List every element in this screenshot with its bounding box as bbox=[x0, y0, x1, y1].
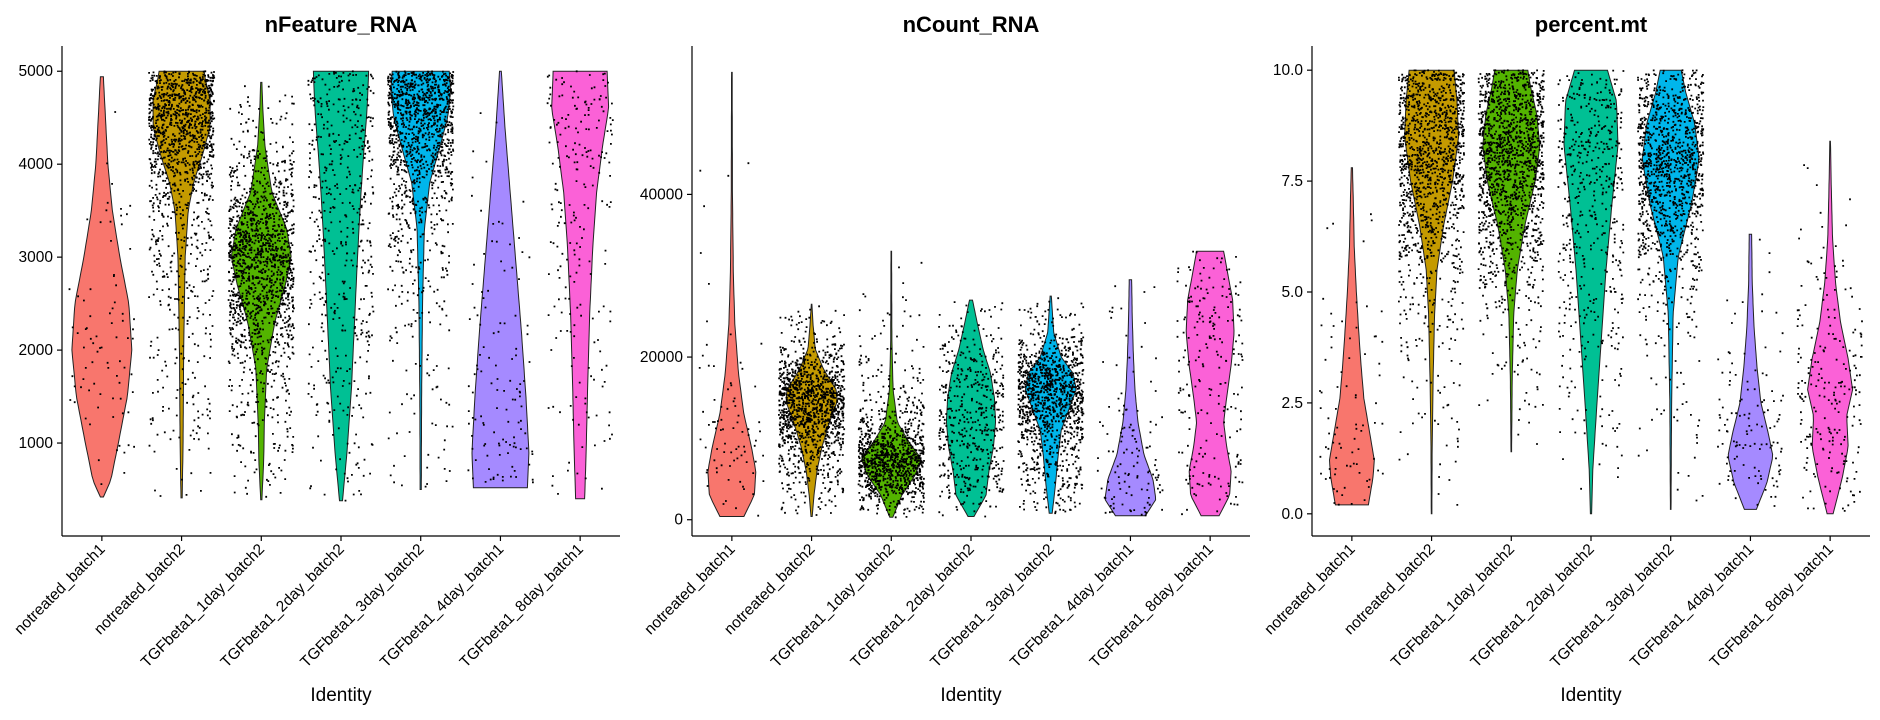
violin-TGFbeta1_8day_batch1 bbox=[1185, 250, 1235, 517]
points-notreated_batch2 bbox=[148, 70, 216, 497]
violin-notreated_batch1 bbox=[707, 71, 757, 517]
violin-notreated_batch2 bbox=[785, 303, 838, 517]
points-TGFbeta1_2day_batch2 bbox=[307, 70, 375, 502]
panel-title: nFeature_RNA bbox=[265, 12, 418, 37]
points-TGFbeta1_4day_batch1 bbox=[1717, 238, 1784, 507]
violins bbox=[707, 71, 1235, 518]
y-tick-label: 0 bbox=[674, 512, 683, 529]
violins bbox=[1328, 69, 1854, 515]
points-TGFbeta1_1day_batch2 bbox=[227, 85, 295, 498]
violin-TGFbeta1_8day_batch1 bbox=[551, 70, 610, 500]
violin-notreated_batch2 bbox=[1404, 69, 1460, 515]
violin-TGFbeta1_3day_batch2 bbox=[390, 70, 452, 490]
panel-2: nCount_RNA02000040000notreated_batch1not… bbox=[640, 12, 1250, 706]
y-tick-label: 0.0 bbox=[1281, 506, 1303, 523]
x-axis-label: Identity bbox=[310, 685, 372, 706]
jitter-points bbox=[698, 162, 1244, 519]
violin-notreated_batch1 bbox=[71, 76, 133, 498]
violin-TGFbeta1_2day_batch2 bbox=[946, 299, 996, 517]
violin-TGFbeta1_2day_batch2 bbox=[1563, 69, 1619, 515]
y-tick-label: 20000 bbox=[640, 349, 683, 366]
y-tick-label: 2.5 bbox=[1281, 395, 1303, 412]
points-notreated_batch2 bbox=[778, 305, 846, 516]
y-tick-label: 5.0 bbox=[1281, 284, 1303, 301]
y-tick-label: 1000 bbox=[19, 435, 54, 452]
y-tick-label: 4000 bbox=[19, 156, 54, 173]
violin-TGFbeta1_3day_batch2 bbox=[1024, 295, 1077, 514]
points-TGFbeta1_3day_batch2 bbox=[1017, 297, 1085, 515]
points-TGFbeta1_3day_batch2 bbox=[387, 70, 455, 488]
y-tick-label: 3000 bbox=[19, 249, 54, 266]
points-notreated_batch2 bbox=[1398, 69, 1465, 506]
points-notreated_batch1 bbox=[698, 162, 765, 517]
violin-TGFbeta1_2day_batch2 bbox=[312, 70, 370, 502]
x-axis-label: Identity bbox=[940, 685, 1002, 706]
y-tick-label: 10.0 bbox=[1273, 62, 1304, 79]
y-tick-label: 40000 bbox=[640, 186, 683, 203]
violin-TGFbeta1_1day_batch2 bbox=[230, 81, 292, 501]
panel-title: nCount_RNA bbox=[903, 12, 1040, 37]
violin-notreated_batch1 bbox=[1328, 167, 1375, 506]
y-tick-label: 2000 bbox=[19, 342, 54, 359]
violins bbox=[71, 70, 610, 502]
x-axis-label: Identity bbox=[1560, 685, 1622, 706]
points-TGFbeta1_1day_batch2 bbox=[1477, 69, 1545, 445]
points-TGFbeta1_2day_batch2 bbox=[938, 301, 1005, 518]
panel-title: percent.mt bbox=[1535, 12, 1648, 37]
violin-TGFbeta1_4day_batch1 bbox=[1727, 233, 1774, 510]
points-TGFbeta1_1day_batch2 bbox=[857, 261, 925, 519]
violin-TGFbeta1_3day_batch2 bbox=[1641, 69, 1700, 510]
y-tick-label: 7.5 bbox=[1281, 173, 1303, 190]
violin-TGFbeta1_4day_batch1 bbox=[471, 70, 530, 489]
violin-notreated_batch2 bbox=[152, 70, 211, 499]
panel-1: nFeature_RNA10002000300040005000notreate… bbox=[11, 12, 620, 706]
y-tick-label: 5000 bbox=[19, 63, 54, 80]
violin-TGFbeta1_8day_batch1 bbox=[1807, 140, 1854, 515]
jitter-points bbox=[68, 70, 614, 502]
points-TGFbeta1_3day_batch2 bbox=[1637, 69, 1705, 502]
jitter-points bbox=[1319, 69, 1863, 512]
panel-3: percent.mt0.02.55.07.510.0notreated_batc… bbox=[1261, 12, 1870, 706]
violin-TGFbeta1_4day_batch1 bbox=[1104, 279, 1157, 517]
